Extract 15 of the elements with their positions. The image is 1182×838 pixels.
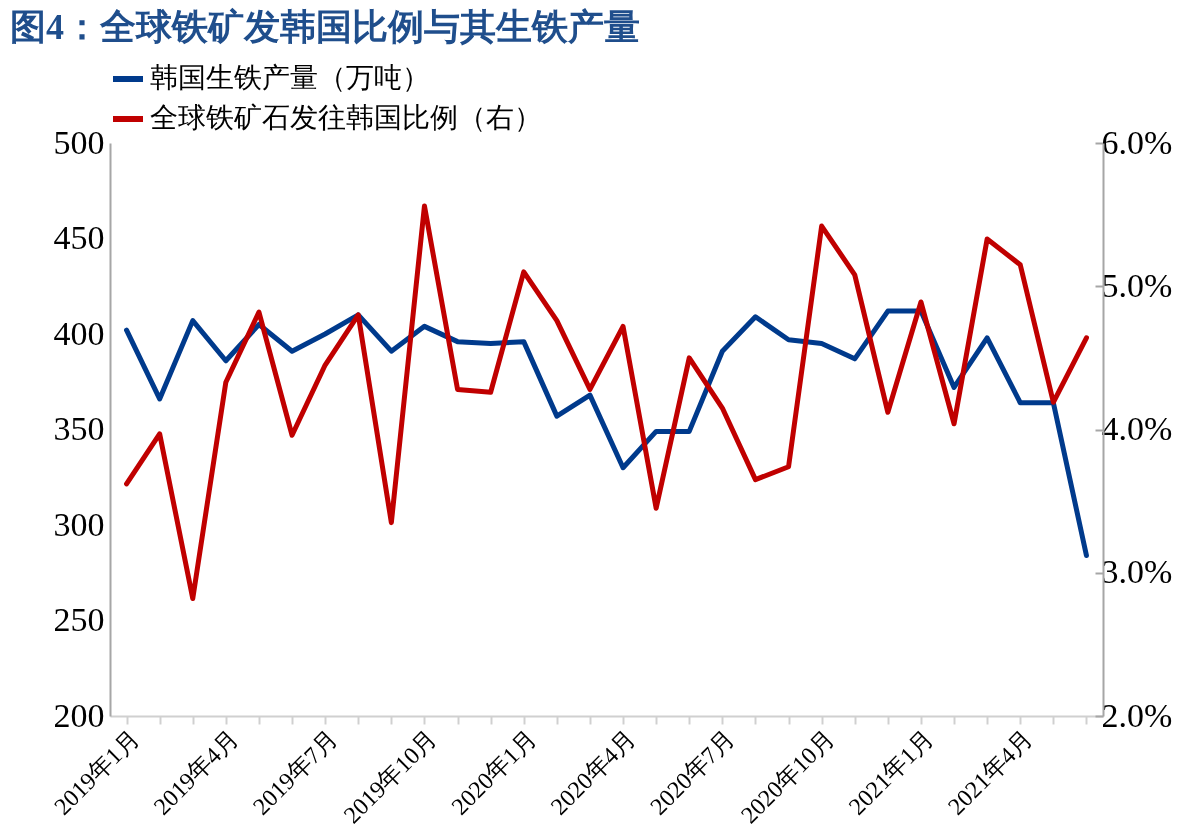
y2-tick-label: 2.0% [1101, 696, 1173, 734]
legend-label: 全球铁矿石发往韩国比例（右） [150, 102, 542, 133]
chart-title: 图4：全球铁矿发韩国比例与其生铁产量 [10, 7, 640, 47]
y2-tick-label: 3.0% [1101, 553, 1173, 591]
y2-tick-label: 6.0% [1101, 123, 1173, 161]
y-tick-label: 500 [53, 123, 105, 161]
y-tick-label: 250 [53, 601, 105, 638]
y-tick-label: 300 [53, 505, 105, 543]
y2-tick-label: 4.0% [1101, 410, 1173, 447]
y-tick-label: 200 [53, 696, 105, 734]
y2-tick-label: 5.0% [1101, 266, 1173, 304]
y-tick-label: 350 [53, 410, 105, 447]
y-tick-label: 450 [53, 219, 105, 256]
legend-label: 韩国生铁产量（万吨） [150, 62, 430, 93]
y-tick-label: 400 [53, 314, 105, 352]
